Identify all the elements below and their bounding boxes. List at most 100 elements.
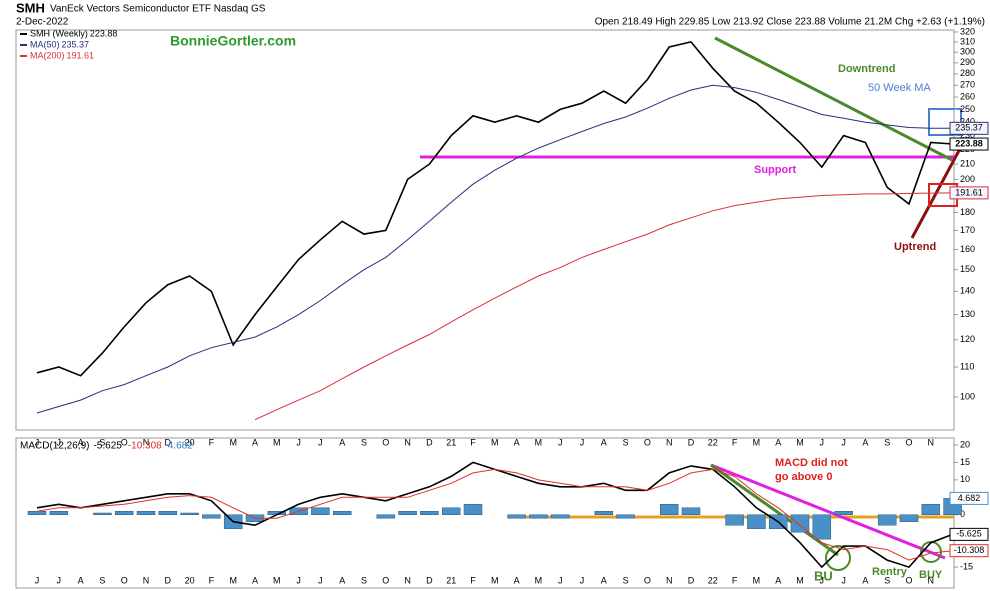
x-tick-label: O: [121, 575, 128, 585]
x-tick-label: M: [753, 437, 761, 447]
x-tick-label: M: [491, 575, 499, 585]
uptrend-line: [910, 144, 964, 239]
histogram-bar: [681, 507, 701, 515]
histogram-bar: [529, 514, 548, 519]
x-tick-label: N: [928, 575, 935, 585]
y-tick-label: 150: [960, 264, 975, 274]
x-tick-label: J: [318, 575, 323, 585]
x-tick-label: J: [558, 437, 563, 447]
x-tick-label: O: [905, 575, 912, 585]
histogram-bar: [420, 511, 439, 515]
legend-value: 4.682: [168, 441, 193, 452]
x-tick-label: A: [775, 575, 781, 585]
x-tick-label: M: [491, 437, 499, 447]
y-tick-label: 120: [960, 334, 975, 344]
legend-value: 191.61: [67, 50, 95, 60]
y-tick-label: 130: [960, 309, 975, 319]
x-tick-label: J: [580, 437, 585, 447]
y-tick-label: 10: [960, 474, 970, 484]
x-tick-label: M: [535, 575, 543, 585]
y-tick-label: 15: [960, 457, 970, 467]
security-name: VanEck Vectors Semiconductor ETF Nasdaq …: [50, 4, 266, 15]
value-badge-text: 191.61: [955, 187, 983, 197]
histogram-bar: [398, 511, 417, 515]
legend-value: -10.308: [128, 441, 162, 452]
y-tick-label: 230: [960, 130, 975, 140]
x-tick-label: M: [229, 575, 237, 585]
x-tick-label: A: [339, 575, 345, 585]
x-tick-label: O: [905, 437, 912, 447]
annotation: Downtrend: [838, 63, 895, 75]
y-tick-label: 0: [960, 509, 965, 519]
x-tick-label: J: [57, 437, 62, 447]
x-tick-label: N: [666, 575, 673, 585]
histogram-bar: [877, 514, 897, 526]
histogram-bar: [158, 511, 178, 515]
x-tick-label: S: [99, 437, 105, 447]
histogram-bar: [332, 511, 352, 515]
x-tick-label: J: [841, 575, 846, 585]
x-tick-label: J: [296, 437, 301, 447]
value-badge-text: 223.88: [955, 138, 983, 148]
x-tick-label: J: [318, 437, 323, 447]
x-tick-label: J: [558, 575, 563, 585]
x-tick-label: N: [666, 437, 673, 447]
symbol: SMH: [16, 0, 45, 15]
x-tick-label: A: [252, 437, 258, 447]
histogram-bar: [616, 514, 635, 519]
x-tick-label: S: [884, 437, 890, 447]
histogram-bar: [507, 514, 526, 519]
histogram-bar: [790, 514, 810, 533]
x-tick-label: A: [78, 575, 84, 585]
x-tick-label: F: [470, 437, 476, 447]
x-tick-label: 22: [708, 437, 718, 447]
x-tick-label: A: [775, 437, 781, 447]
x-tick-label: D: [165, 437, 172, 447]
x-tick-label: 20: [185, 437, 195, 447]
x-tick-label: O: [382, 437, 389, 447]
x-tick-label: A: [601, 437, 607, 447]
x-tick-label: M: [753, 575, 761, 585]
value-badge: [949, 491, 989, 505]
y-tick-label: 20: [960, 439, 970, 449]
x-tick-label: A: [862, 437, 868, 447]
x-tick-label: F: [470, 575, 476, 585]
histogram-bar: [463, 504, 483, 515]
x-tick-label: N: [143, 437, 150, 447]
y-tick-label: 110: [960, 361, 974, 371]
x-tick-label: N: [143, 575, 150, 585]
histogram-bar: [136, 511, 156, 515]
y-tick-label: 270: [960, 80, 975, 90]
x-tick-label: M: [796, 437, 804, 447]
series-line: [36, 41, 953, 377]
value-badge-text: 4.682: [958, 493, 981, 503]
x-tick-label: 22: [708, 575, 718, 585]
series-line: [254, 192, 953, 421]
buy-circle: [825, 545, 851, 571]
y-tick-label: 180: [960, 207, 975, 217]
value-badge: [949, 137, 989, 151]
legend-name: SMH (Weekly): [30, 28, 88, 38]
value-badge-text: -10.308: [954, 545, 985, 555]
x-tick-label: O: [382, 575, 389, 585]
downtrend-line: [714, 36, 953, 162]
y-tick-label: 320: [960, 26, 975, 36]
y-tick-label: 300: [960, 47, 975, 57]
histogram-bar: [49, 511, 69, 515]
annotations: [420, 36, 964, 571]
value-badge-text: -5.625: [956, 529, 982, 539]
legend-value: -5.625: [93, 441, 122, 452]
date: 2-Dec-2022: [16, 17, 69, 28]
x-tick-label: 20: [185, 575, 195, 585]
x-tick-label: A: [862, 575, 868, 585]
x-tick-label: D: [165, 575, 172, 585]
x-tick-label: A: [514, 575, 520, 585]
annotation: Uptrend: [894, 241, 936, 253]
x-tick-label: J: [35, 575, 40, 585]
annotation: go above 0: [775, 471, 832, 483]
macd-green-line: [710, 463, 839, 557]
x-tick-label: D: [426, 437, 433, 447]
annotation: BU: [814, 568, 833, 583]
x-tick-label: N: [928, 437, 935, 447]
